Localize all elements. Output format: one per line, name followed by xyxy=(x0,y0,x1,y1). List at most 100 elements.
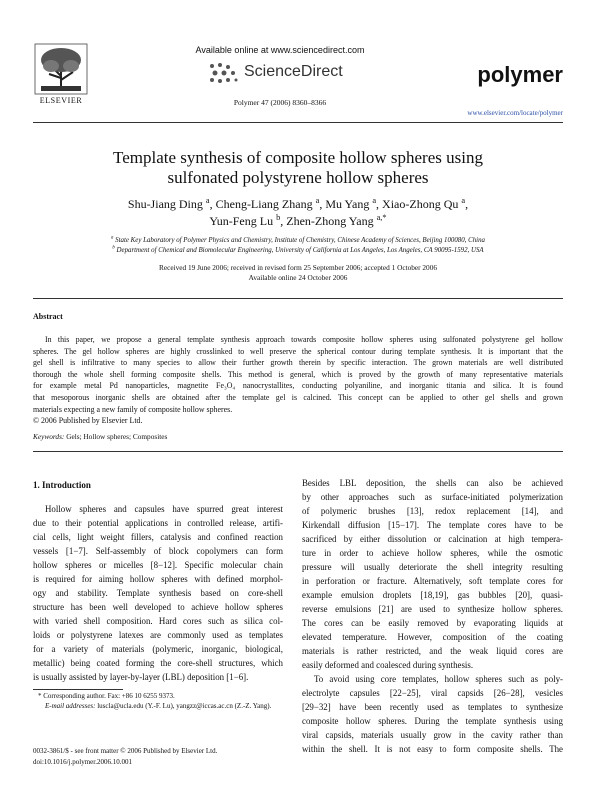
body-line: The cores can be easily removed by evapo… xyxy=(302,618,563,628)
body-line: ogy and stability. Template synthesis ba… xyxy=(33,588,283,598)
body-line: loids or polystyrene latexes are commonl… xyxy=(33,630,283,640)
body-line: sacrificed by either dissolution or calc… xyxy=(302,534,563,544)
journal-logo: polymer xyxy=(477,62,563,87)
body-line: of polymeric brushes [13], redox replace… xyxy=(302,506,563,516)
sciencedirect-logo: ScienceDirect xyxy=(244,63,343,80)
body-line: Kirkendall diffusion [15−17]. The templa… xyxy=(302,520,563,530)
corresponding-author: * Corresponding author. Fax: +86 10 6255… xyxy=(38,692,175,700)
body-line: by other approaches such as surface-init… xyxy=(302,492,563,502)
keywords-label: Keywords: xyxy=(33,432,65,441)
body-line: due to their potential applications in c… xyxy=(33,518,283,528)
footnote-rule xyxy=(33,689,123,690)
body-line: cial cells, light weight fillers, cataly… xyxy=(33,532,283,542)
body-line: To avoid using core templates, hollow sp… xyxy=(314,674,563,684)
author-name: Zhen-Zhong Yang xyxy=(286,214,374,228)
body-line: hollow spheres or micelles [8−12]. Speci… xyxy=(33,560,283,570)
abstract-line: that mesoporous inorganic shells are obt… xyxy=(33,392,563,402)
available-online: Available online at www.sciencedirect.co… xyxy=(195,45,365,55)
body-line: Hollow spheres and capsules have spurred… xyxy=(45,504,283,514)
body-line: elevated temperature. However, compositi… xyxy=(302,632,563,642)
abstract-line: for example metal Pd nanoparticles, magn… xyxy=(33,381,563,391)
author-affiliation-mark: a xyxy=(205,196,210,205)
body-line: vessels [1−7]. Self-assembly of block co… xyxy=(33,546,283,556)
body-line: ture in order to achieve hollow spheres,… xyxy=(302,548,563,558)
sciencedirect-icon xyxy=(210,63,238,83)
abstract-line: gel shell is infiltrative to many specie… xyxy=(33,358,563,368)
author-separator: , xyxy=(376,197,380,211)
body-line: Besides LBL deposition, the shells can a… xyxy=(302,478,563,488)
abstract-line: spheres. The gel hollow spheres are high… xyxy=(33,346,563,356)
abstract-line: thorough the whole shell forming composi… xyxy=(33,369,563,379)
section-heading: 1. Introduction xyxy=(33,480,91,490)
author-separator: , xyxy=(280,214,284,228)
author-separator: , xyxy=(209,197,213,211)
body-line: with varied shell composition. Hard core… xyxy=(33,616,283,626)
author-affiliation-mark: a xyxy=(372,196,377,205)
body-line: structure has been well developed to ach… xyxy=(33,602,283,612)
title: Template synthesis of composite hollow s… xyxy=(33,148,563,188)
publisher: ELSEVIER xyxy=(39,96,83,105)
available-date: Available online 24 October 2006 xyxy=(248,273,348,282)
header-rule xyxy=(33,122,563,123)
body-line: example emulsion droplets [18,19], gas b… xyxy=(302,590,563,600)
citation: Polymer 47 (2006) 8360–8366 xyxy=(233,98,327,107)
author-name: Xiao-Zhong Qu xyxy=(382,197,459,211)
affiliation: a State Key Laboratory of Polymer Physic… xyxy=(33,236,563,246)
abstract-text: In this paper, we propose a general temp… xyxy=(33,334,563,427)
elsevier-logo xyxy=(34,43,88,95)
footer-line: doi:10.1016/j.polymer.2006.10.001 xyxy=(33,757,132,766)
author-affiliation-mark: a,* xyxy=(376,213,387,222)
journal-url[interactable]: www.elsevier.com/locate/polymer xyxy=(467,109,563,117)
affiliation-text: State Key Laboratory of Polymer Physics … xyxy=(115,237,485,244)
body-line: easily deformed and coalesced during syn… xyxy=(302,660,474,670)
affiliation-text: Department of Chemical and Biomolecular … xyxy=(116,247,484,254)
body-line: materials is rather restricted, and the … xyxy=(302,646,563,656)
body-line: is required for aiming hollow spheres wi… xyxy=(33,574,283,584)
body-line: pressure will usually deteriorate the sh… xyxy=(302,562,563,572)
body-line: viral capsids, materials usually grow in… xyxy=(302,730,563,740)
keywords-rule xyxy=(33,451,563,452)
abstract-rule xyxy=(33,298,563,299)
author-affiliation-mark: b xyxy=(276,213,281,222)
body-line: reverse emulsions [21] are used to synth… xyxy=(302,604,563,614)
affiliation-label: b xyxy=(112,245,115,251)
affiliation-label: a xyxy=(111,235,114,241)
email-text: luscla@ucla.edu (Y.-F. Lu), yangzz@iccas… xyxy=(97,702,272,710)
author-name: Shu-Jiang Ding xyxy=(127,197,203,211)
body-line: in perforation or fracture. Alternativel… xyxy=(302,576,563,586)
email: E-mail addresses: luscla@ucla.edu (Y.-F.… xyxy=(33,701,283,712)
received: Received 19 June 2006; received in revis… xyxy=(158,263,437,272)
author-separator: , xyxy=(319,197,323,211)
authors: Shu-Jiang Ding a, Cheng-Liang Zhang a, M… xyxy=(33,196,563,230)
affiliations: a State Key Laboratory of Polymer Physic… xyxy=(33,236,563,256)
body-line: within the shell. It is not easy to form… xyxy=(302,744,563,754)
author-affiliation-mark: a xyxy=(315,196,320,205)
author-separator: , xyxy=(465,197,469,211)
author-name: Yun-Feng Lu xyxy=(209,214,274,228)
keywords-text: Gels; Hollow spheres; Composites xyxy=(66,432,168,441)
email-label: E-mail addresses: xyxy=(45,702,96,710)
abstract-line: materials expecting a new family of comp… xyxy=(33,404,233,414)
footer: 0032-3861/$ - see front matter © 2006 Pu… xyxy=(33,746,217,767)
footer-line: 0032-3861/$ - see front matter © 2006 Pu… xyxy=(33,747,218,755)
body-line: is usually assisted by layer-by-layer (L… xyxy=(33,672,249,682)
author-line: Yun-Feng Lu b, Zhen-Zhong Yang a,* xyxy=(33,213,563,230)
author-affiliation-mark: a xyxy=(461,196,466,205)
title-line: Template synthesis of composite hollow s… xyxy=(113,148,483,167)
author-name: Cheng-Liang Zhang xyxy=(215,197,313,211)
body-line: composite hollow spheres. During the tem… xyxy=(302,716,563,726)
body-line: electrolyte capsules [22−25], viral caps… xyxy=(302,688,563,698)
title-line: sulfonated polystyrene hollow spheres xyxy=(167,168,429,187)
left-column: Hollow spheres and capsules have spurred… xyxy=(33,502,283,684)
abstract-line: In this paper, we propose a general temp… xyxy=(45,335,563,344)
body-line: [29−32] have been recently used as templ… xyxy=(302,702,563,712)
copyright: © 2006 Published by Elsevier Ltd. xyxy=(33,416,143,426)
body-line: metallic) being coated forming the core-… xyxy=(33,658,283,668)
author-line: Shu-Jiang Ding a, Cheng-Liang Zhang a, M… xyxy=(33,196,563,213)
right-column: Besides LBL deposition, the shells can a… xyxy=(302,476,563,756)
affiliation: b Department of Chemical and Biomolecula… xyxy=(33,246,563,256)
keywords: Keywords: Gels; Hollow spheres; Composit… xyxy=(33,432,167,441)
body-line: for a variety of materials (polymeric, i… xyxy=(33,644,283,654)
